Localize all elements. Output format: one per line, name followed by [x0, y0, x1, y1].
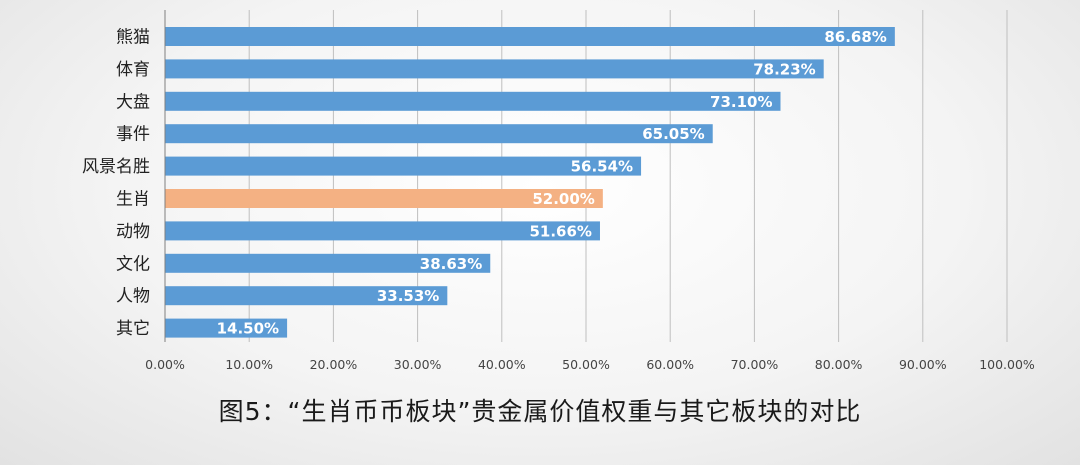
data-label: 56.54% — [571, 158, 633, 176]
x-tick-label: 40.00% — [478, 357, 526, 372]
category-label: 人物 — [116, 287, 150, 307]
data-label: 33.53% — [377, 287, 439, 305]
x-tick-label: 0.00% — [145, 357, 185, 372]
x-tick-label: 30.00% — [394, 357, 442, 372]
category-label: 体育 — [116, 60, 150, 80]
data-label: 86.68% — [824, 28, 886, 46]
x-tick-label: 90.00% — [899, 357, 947, 372]
x-tick-label: 10.00% — [225, 357, 273, 372]
data-label: 38.63% — [420, 255, 482, 273]
x-tick-label: 100.00% — [979, 357, 1035, 372]
data-label: 51.66% — [529, 222, 591, 240]
x-tick-label: 70.00% — [731, 357, 779, 372]
data-label: 73.10% — [710, 93, 772, 111]
bar — [165, 156, 642, 176]
category-label: 文化 — [116, 254, 150, 274]
bar — [165, 27, 895, 46]
category-label: 大盘 — [116, 92, 150, 112]
category-label: 生肖 — [116, 190, 150, 210]
bar — [165, 253, 491, 273]
x-tick-label: 80.00% — [815, 357, 863, 372]
bar-chart: 86.68% 78.23% 73.10% 65.05% 56.54% 52.00% 51.6… — [82, 10, 1035, 372]
data-label: 78.23% — [753, 60, 815, 78]
x-tick-label: 50.00% — [562, 357, 610, 372]
bar — [165, 124, 713, 144]
category-label: 其它 — [116, 319, 150, 339]
x-tick-label: 60.00% — [646, 357, 694, 372]
x-tick-labels: 0.00% 10.00% 20.00% 30.00% 40.00% 50.00% 60.00… — [145, 357, 1035, 372]
category-label: 风景名胜 — [82, 157, 150, 177]
category-label: 熊猫 — [116, 28, 150, 48]
bar — [165, 286, 448, 306]
data-label: 14.50% — [217, 320, 279, 338]
data-label: 65.05% — [642, 125, 704, 143]
data-label: 52.00% — [532, 190, 594, 208]
bar — [165, 59, 824, 79]
bar — [165, 221, 600, 241]
figure-caption: 图5：“生肖币币板块”贵金属价值权重与其它板块的对比 — [218, 397, 862, 426]
bar — [165, 91, 781, 111]
bars: 86.68% 78.23% 73.10% 65.05% 56.54% 52.00% 51.6… — [165, 27, 895, 338]
category-label: 动物 — [116, 222, 150, 242]
x-tick-label: 20.00% — [310, 357, 358, 372]
bar — [165, 189, 603, 208]
bar — [165, 318, 288, 338]
category-label: 事件 — [116, 125, 150, 145]
